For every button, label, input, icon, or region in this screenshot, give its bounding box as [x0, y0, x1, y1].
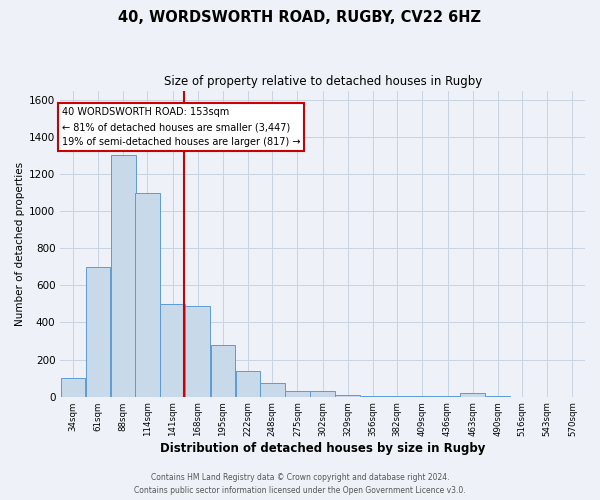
Bar	[460, 393, 485, 396]
Bar	[135, 192, 160, 396]
Bar	[310, 391, 335, 396]
Bar	[260, 383, 284, 396]
Text: Contains HM Land Registry data © Crown copyright and database right 2024.
Contai: Contains HM Land Registry data © Crown c…	[134, 474, 466, 495]
Bar	[86, 267, 110, 396]
Bar	[285, 391, 310, 396]
Title: Size of property relative to detached houses in Rugby: Size of property relative to detached ho…	[164, 75, 482, 88]
Bar	[185, 306, 210, 396]
Bar	[160, 304, 185, 396]
Bar	[335, 395, 360, 396]
X-axis label: Distribution of detached houses by size in Rugby: Distribution of detached houses by size …	[160, 442, 485, 455]
Bar	[211, 345, 235, 397]
Text: 40 WORDSWORTH ROAD: 153sqm
← 81% of detached houses are smaller (3,447)
19% of s: 40 WORDSWORTH ROAD: 153sqm ← 81% of deta…	[62, 108, 300, 147]
Bar	[236, 370, 260, 396]
Y-axis label: Number of detached properties: Number of detached properties	[15, 162, 25, 326]
Bar	[111, 156, 136, 396]
Bar	[61, 378, 85, 396]
Text: 40, WORDSWORTH ROAD, RUGBY, CV22 6HZ: 40, WORDSWORTH ROAD, RUGBY, CV22 6HZ	[119, 10, 482, 25]
